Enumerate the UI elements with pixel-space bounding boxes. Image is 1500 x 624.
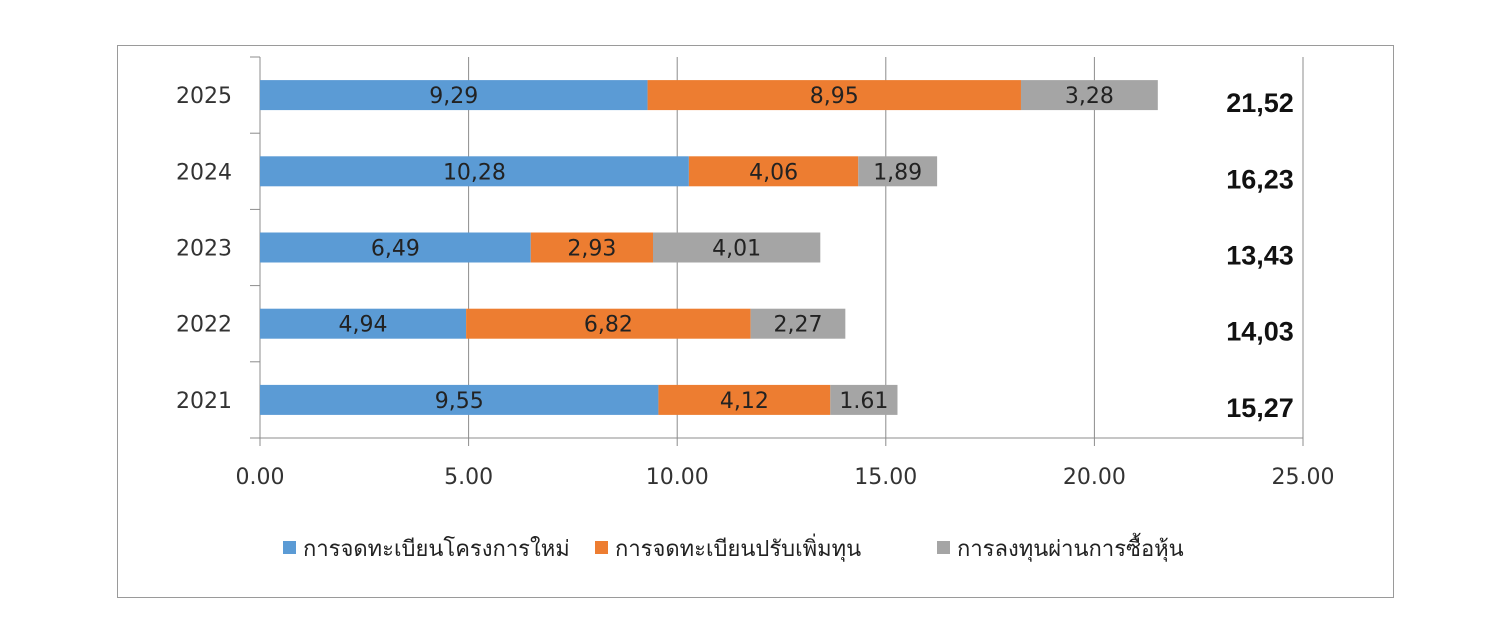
bar-segment <box>750 308 846 339</box>
bar-segment <box>647 80 1021 111</box>
bar-segment <box>530 232 654 263</box>
x-tick-label: 25.00 <box>1272 465 1335 490</box>
data-label: 4,94 <box>339 313 388 338</box>
data-label: 10,28 <box>443 160 506 185</box>
category-label: 2022 <box>176 313 232 338</box>
bar-segment <box>260 232 531 263</box>
x-tick-label: 5.00 <box>444 465 493 490</box>
bar-segment <box>653 232 821 263</box>
legend-label: การลงทุนผ่านการซื้อหุ้น <box>957 533 1184 562</box>
category-label: 2024 <box>176 160 232 185</box>
data-label: 4,01 <box>712 237 761 262</box>
category-label: 2025 <box>176 84 232 109</box>
total-label: 15,27 <box>1226 393 1294 423</box>
legend-swatch <box>937 541 950 554</box>
category-label: 2021 <box>176 389 232 414</box>
x-tick-label: 0.00 <box>236 465 285 490</box>
data-label: 1,89 <box>873 160 922 185</box>
data-label: 3,28 <box>1065 84 1114 109</box>
category-label: 2023 <box>176 237 232 262</box>
bar-segment <box>260 80 648 111</box>
bar-segment <box>260 384 659 415</box>
data-label: 6,49 <box>371 237 420 262</box>
x-tick-label: 20.00 <box>1063 465 1126 490</box>
bar-segment <box>658 384 831 415</box>
data-label: 6,82 <box>584 313 633 338</box>
data-label: 8,95 <box>810 84 859 109</box>
x-tick-label: 10.00 <box>646 465 709 490</box>
data-label: 9,55 <box>435 389 484 414</box>
legend-swatch <box>283 541 296 554</box>
total-label: 13,43 <box>1226 241 1294 271</box>
bar-segment <box>260 156 689 187</box>
legend-swatch <box>595 541 608 554</box>
bar-segment <box>830 384 898 415</box>
data-label: 4,06 <box>749 160 798 185</box>
data-label: 1.61 <box>839 389 888 414</box>
bar-segment <box>688 156 859 187</box>
data-label: 4,12 <box>720 389 769 414</box>
bar-segment <box>260 308 467 339</box>
total-label: 14,03 <box>1226 317 1294 347</box>
legend-label: การจดทะเบียนโครงการใหม่ <box>303 536 570 562</box>
bar-segment <box>1020 80 1158 111</box>
bar-segment <box>466 308 751 339</box>
x-tick-label: 15.00 <box>854 465 917 490</box>
data-label: 2,93 <box>567 237 616 262</box>
bar-segment <box>858 156 938 187</box>
total-label: 16,23 <box>1226 164 1294 194</box>
total-label: 21,52 <box>1226 88 1294 118</box>
data-label: 2,27 <box>773 313 822 338</box>
legend-label: การจดทะเบียนปรับเพิ่มทุน <box>615 533 861 562</box>
data-label: 9,29 <box>429 84 478 109</box>
